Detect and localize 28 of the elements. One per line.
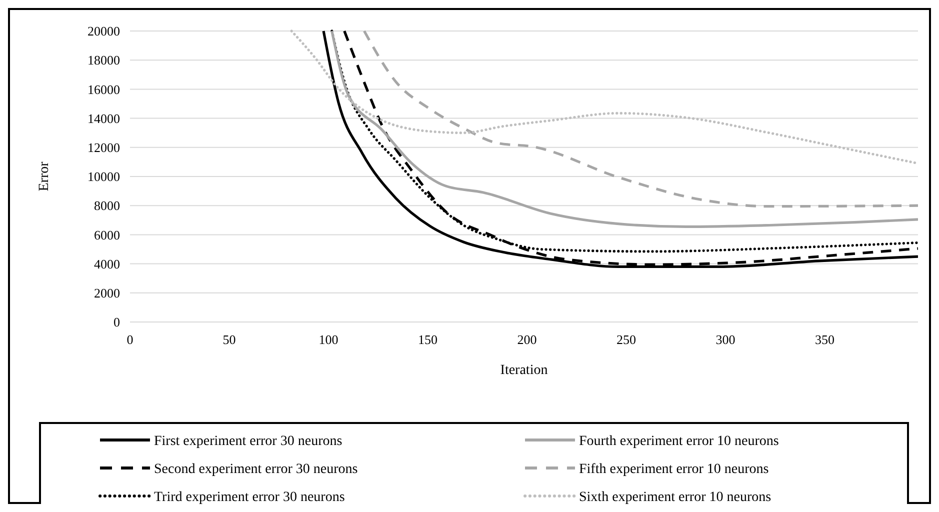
- line-series: [290, 30, 918, 165]
- x-tick-label: 250: [616, 332, 636, 347]
- y-tick-label: 14000: [88, 110, 120, 126]
- y-tick-label: 4000: [94, 256, 120, 272]
- x-axis-title: Iteration: [500, 363, 548, 378]
- y-tick-label: 20000: [88, 24, 120, 39]
- x-tick-label: 300: [716, 332, 736, 347]
- y-axis-title: Error: [37, 161, 52, 192]
- y-tick-label: 18000: [88, 52, 120, 68]
- x-tick-label: 150: [418, 332, 438, 347]
- legend-label: Fifth experiment error 10 neurons: [579, 462, 769, 477]
- y-tick-label: 2000: [94, 285, 120, 300]
- y-tick-label: 16000: [88, 82, 120, 97]
- y-tick-label: 10000: [88, 169, 120, 184]
- legend-label: Trird experiment error 30 neurons: [154, 490, 345, 505]
- x-tick-label: 0: [126, 332, 134, 347]
- x-tick-label: 350: [814, 332, 834, 347]
- y-tick-label: 8000: [94, 198, 120, 214]
- legend-label: Sixth experiment error 10 neurons: [579, 490, 772, 505]
- x-tick-label: 100: [318, 332, 338, 347]
- y-tick-label: 6000: [94, 227, 120, 242]
- x-tick-label: 50: [222, 332, 236, 347]
- legend-label: Second experiment error 30 neurons: [154, 462, 358, 477]
- y-tick-label: 0: [114, 314, 120, 330]
- legend-label: Fourth experiment error 10 neurons: [579, 434, 779, 449]
- y-tick-label: 12000: [88, 140, 120, 155]
- x-tick-label: 200: [517, 332, 537, 347]
- legend-label: First experiment error 30 neurons: [154, 434, 342, 449]
